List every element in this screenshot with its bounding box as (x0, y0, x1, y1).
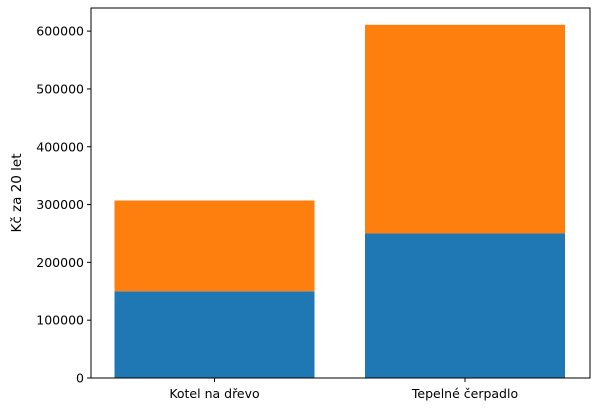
y-axis-label: Kč za 20 let (9, 153, 25, 232)
y-tick-label: 400000 (36, 139, 84, 154)
bars-group (114, 24, 565, 378)
bar-segment-2-2 (365, 24, 565, 234)
plot-frame (90, 7, 591, 379)
y-tick-label: 0 (76, 371, 84, 386)
y-tick-label: 100000 (36, 313, 84, 328)
x-tick-label: Kotel na dřevo (169, 386, 259, 401)
bar-segment-2-1 (365, 233, 565, 378)
x-tick-label: Tepelné čerpadlo (411, 386, 518, 401)
bar-segment-1-1 (114, 291, 315, 378)
y-tick-label: 300000 (36, 197, 84, 212)
y-tick-label: 600000 (36, 24, 84, 39)
y-axis-ticks: 0 100000 200000 300000 400000 500000 600000 (36, 24, 91, 386)
x-axis-ticks: Kotel na dřevo Tepelné čerpadlo (169, 378, 518, 401)
y-tick-label: 500000 (36, 81, 84, 96)
bar-segment-1-2 (114, 200, 315, 292)
y-tick-label: 200000 (36, 255, 84, 270)
